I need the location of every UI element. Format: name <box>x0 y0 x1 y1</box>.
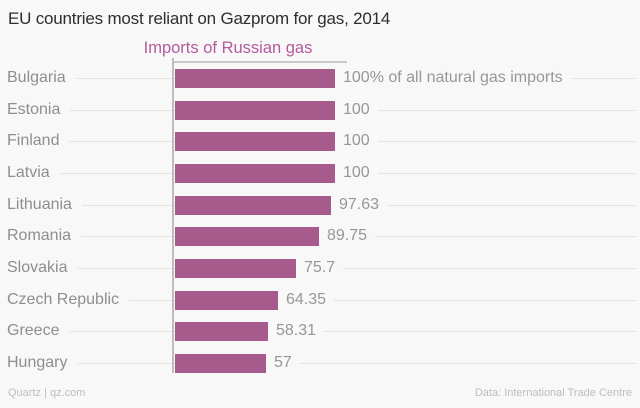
bar-bulgaria <box>175 68 335 88</box>
bar-slovakia <box>175 258 296 278</box>
category-label: Bulgaria <box>7 69 76 87</box>
data-source-credit: Data: International Trade Centre <box>474 387 632 399</box>
bar-lithuania <box>175 195 331 215</box>
value-label: 97.63 <box>331 195 388 215</box>
value-label: 89.75 <box>319 226 376 246</box>
bar-romania <box>175 226 319 246</box>
category-label: Slovakia <box>7 259 78 277</box>
category-label: Greece <box>7 322 70 340</box>
value-label: 100 <box>335 100 378 120</box>
category-label: Estonia <box>7 101 71 119</box>
bar-greece <box>175 321 268 341</box>
category-axis-line <box>172 58 174 373</box>
category-label: Finland <box>7 132 70 150</box>
category-label: Latvia <box>7 164 60 182</box>
bar-finland <box>175 131 335 151</box>
bar-czech-republic <box>175 290 278 310</box>
chart-title: EU countries most reliant on Gazprom for… <box>8 9 391 28</box>
value-label: 100 <box>335 163 378 183</box>
value-label: 100 <box>335 131 378 151</box>
value-label: 57 <box>266 353 300 373</box>
value-axis-line <box>173 61 347 63</box>
category-label: Romania <box>7 227 82 245</box>
row-leader-line <box>7 363 636 364</box>
value-label: 75.7 <box>296 258 344 278</box>
category-label: Hungary <box>7 354 78 372</box>
value-label: 64.35 <box>278 290 335 310</box>
series-legend-label: Imports of Russian gas <box>143 39 313 57</box>
bar-latvia <box>175 163 335 183</box>
value-label: 58.31 <box>268 321 325 341</box>
category-label: Lithuania <box>7 196 82 214</box>
brand-credit: Quartz | qz.com <box>8 387 86 399</box>
bar-estonia <box>175 100 335 120</box>
value-label: 100% of all natural gas imports <box>335 68 571 88</box>
category-label: Czech Republic <box>7 291 130 309</box>
bar-hungary <box>175 353 266 373</box>
